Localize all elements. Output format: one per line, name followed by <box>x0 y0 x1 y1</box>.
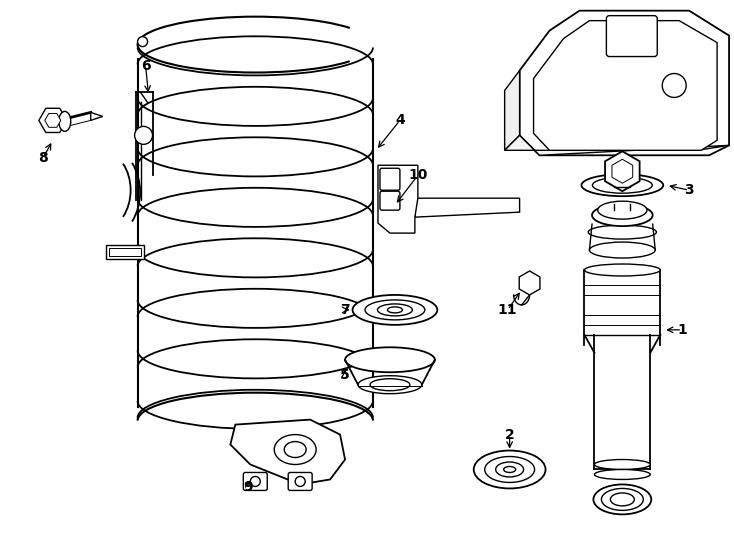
Ellipse shape <box>593 484 651 515</box>
Text: 2: 2 <box>505 428 515 442</box>
Text: 7: 7 <box>341 303 350 317</box>
Ellipse shape <box>581 174 664 196</box>
Text: 10: 10 <box>408 168 428 182</box>
FancyBboxPatch shape <box>106 245 144 259</box>
Circle shape <box>137 37 148 46</box>
Ellipse shape <box>352 295 437 325</box>
Text: 11: 11 <box>498 303 517 317</box>
Ellipse shape <box>370 379 410 390</box>
Circle shape <box>250 476 261 487</box>
Ellipse shape <box>595 469 650 480</box>
Circle shape <box>295 476 305 487</box>
Ellipse shape <box>388 307 402 313</box>
Polygon shape <box>415 198 520 217</box>
Polygon shape <box>505 136 729 156</box>
Circle shape <box>134 126 153 144</box>
Text: 5: 5 <box>340 368 350 382</box>
Polygon shape <box>91 112 103 120</box>
Ellipse shape <box>601 489 643 510</box>
Ellipse shape <box>358 376 422 394</box>
Text: 4: 4 <box>395 113 404 127</box>
Ellipse shape <box>495 462 523 477</box>
Ellipse shape <box>484 456 534 482</box>
Polygon shape <box>378 165 418 233</box>
Ellipse shape <box>345 347 435 372</box>
Polygon shape <box>505 71 520 150</box>
Text: 9: 9 <box>244 481 253 495</box>
FancyBboxPatch shape <box>288 472 312 490</box>
Ellipse shape <box>584 264 661 276</box>
Text: 6: 6 <box>141 58 150 72</box>
Ellipse shape <box>592 177 653 193</box>
Ellipse shape <box>592 204 653 226</box>
Ellipse shape <box>59 111 70 131</box>
Polygon shape <box>534 21 717 150</box>
Ellipse shape <box>473 450 545 489</box>
FancyBboxPatch shape <box>606 16 657 57</box>
Ellipse shape <box>504 467 515 472</box>
Ellipse shape <box>377 304 413 316</box>
Ellipse shape <box>597 201 647 219</box>
Ellipse shape <box>588 225 656 239</box>
FancyBboxPatch shape <box>380 168 400 190</box>
FancyBboxPatch shape <box>109 248 141 256</box>
Text: 1: 1 <box>677 323 687 337</box>
FancyBboxPatch shape <box>243 472 267 490</box>
Polygon shape <box>520 11 729 156</box>
Ellipse shape <box>365 300 425 320</box>
Circle shape <box>662 73 686 97</box>
Ellipse shape <box>589 242 655 258</box>
Ellipse shape <box>595 460 650 469</box>
Ellipse shape <box>611 493 634 506</box>
Ellipse shape <box>275 435 316 464</box>
Text: 8: 8 <box>38 151 48 165</box>
Text: 3: 3 <box>684 183 694 197</box>
FancyBboxPatch shape <box>380 191 400 210</box>
Ellipse shape <box>284 442 306 457</box>
Polygon shape <box>230 420 345 484</box>
